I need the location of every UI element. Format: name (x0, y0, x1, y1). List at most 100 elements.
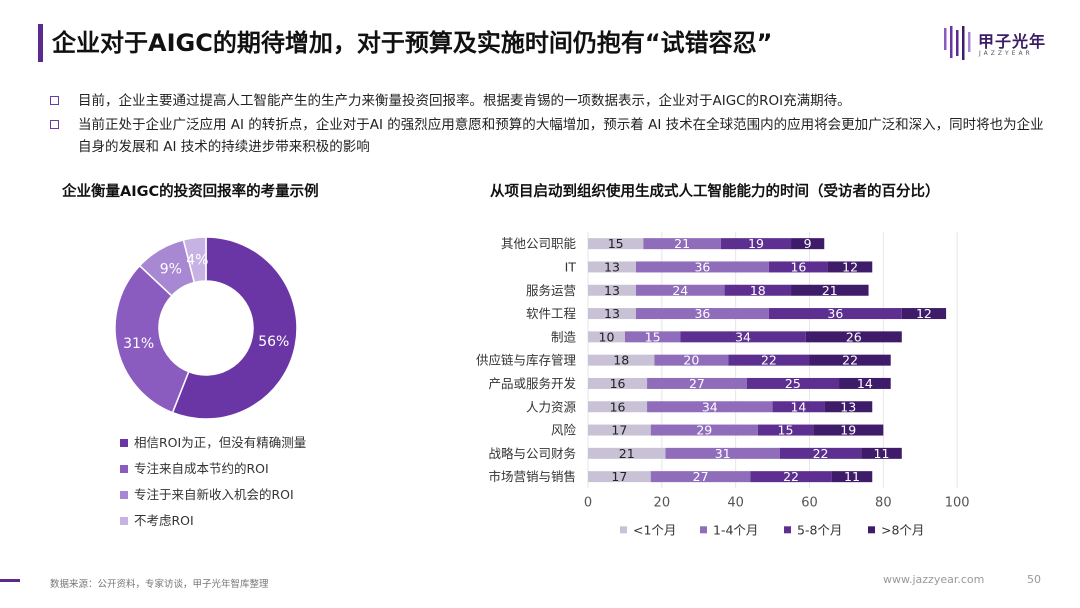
x-tick-label: 0 (584, 495, 592, 510)
bar-segment (647, 377, 747, 389)
legend-swatch (700, 526, 707, 534)
category-label: IT (565, 259, 577, 274)
bar-value-label: 29 (696, 423, 712, 438)
bar-segment (768, 261, 828, 273)
logo: 甲子光年 JAZZYEAR (942, 24, 1062, 68)
legend-label: <1个月 (633, 522, 676, 537)
bar-segment (588, 284, 636, 296)
donut-slice (171, 236, 298, 420)
bullet-square-icon (50, 96, 59, 105)
bar-segment (588, 424, 651, 436)
bar-segment (650, 424, 758, 436)
category-label: 风险 (551, 423, 577, 438)
x-tick-label: 100 (945, 495, 970, 510)
bar-segment (720, 238, 792, 250)
bar-segment (724, 284, 792, 296)
x-tick-label: 60 (801, 495, 818, 510)
bar-segment (588, 447, 666, 459)
bar-value-label: 12 (916, 306, 932, 321)
title-accent-bar (38, 24, 43, 62)
donut-slice (182, 236, 207, 284)
bar-value-label: 11 (874, 446, 890, 461)
donut-chart: 56% 31% 9%4% (114, 236, 298, 420)
bullet-text: 目前，企业主要通过提高人工智能产生的生产力来衡量投资回报率。根据麦肯锡的一项数据… (78, 93, 851, 109)
bar-value-label: 22 (783, 469, 799, 484)
bar-value-label: 14 (790, 399, 806, 414)
bar-value-label: 15 (608, 236, 624, 251)
bar-value-label: 19 (840, 423, 856, 438)
bar-segment (813, 424, 884, 436)
bar-value-label: 21 (619, 446, 635, 461)
bar-value-label: 18 (613, 353, 629, 368)
bar-segment (861, 447, 902, 459)
stacked-bar-chart: 020406080100120其他公司职能1521199IT13361612服务… (476, 232, 970, 537)
bar-value-label: 34 (735, 329, 751, 344)
bar-segment (635, 308, 769, 320)
bar-segment (831, 471, 873, 483)
bar-value-label: 14 (857, 376, 873, 391)
bar-segment (824, 401, 873, 413)
bar-segment (791, 284, 869, 296)
bar-segment (772, 401, 825, 413)
bar-segment (588, 401, 648, 413)
bar-value-label: 22 (842, 353, 858, 368)
donut-legend-item: 专注于来自新收入机会的ROI (120, 482, 306, 508)
bar-segment (650, 471, 751, 483)
bar-value-label: 21 (822, 283, 838, 298)
legend-label: 1-4个月 (713, 522, 758, 537)
bar-segment (757, 424, 814, 436)
bar-segment (665, 447, 780, 459)
logo-text-en: JAZZYEAR (979, 50, 1033, 57)
bar-segment (647, 401, 773, 413)
bar-segment (827, 261, 873, 273)
x-tick-label: 80 (875, 495, 892, 510)
bar-segment (654, 354, 729, 366)
bullet-list: 目前，企业主要通过提高人工智能产生的生产力来衡量投资回报率。根据麦肯锡的一项数据… (50, 90, 1050, 160)
bar-segment (805, 331, 902, 343)
bar-value-label: 31 (715, 446, 731, 461)
bar-value-label: 36 (827, 306, 843, 321)
logo-mark-icon (944, 26, 971, 60)
category-label: 供应链与库存管理 (476, 353, 577, 368)
legend-swatch (868, 526, 875, 534)
bar-value-label: 16 (790, 259, 806, 274)
bar-value-label: 9 (804, 236, 812, 251)
category-label: 市场营销与销售 (488, 469, 576, 484)
donut-slice-label: 9% (160, 262, 182, 278)
bar-value-label: 36 (694, 306, 710, 321)
donut-slice-label: 31% (123, 336, 154, 352)
bar-value-label: 26 (846, 329, 862, 344)
bar-value-label: 36 (694, 259, 710, 274)
legend-swatch (620, 526, 627, 534)
legend-swatch (120, 491, 128, 499)
category-label: 人力资源 (526, 399, 577, 414)
bar-value-label: 15 (645, 329, 661, 344)
bar-value-label: 27 (689, 376, 705, 391)
donut-slice-label: 56% (258, 334, 289, 350)
bar-segment (588, 471, 651, 483)
category-label: 制造 (551, 329, 577, 344)
bar-segment (588, 377, 648, 389)
bar-value-label: 11 (844, 469, 860, 484)
bar-value-label: 13 (840, 399, 856, 414)
donut-legend-item: 专注来自成本节约的ROI (120, 456, 306, 482)
bar-value-label: 10 (599, 329, 615, 344)
donut-legend: 相信ROI为正，但没有精确测量 专注来自成本节约的ROI 专注于来自新收入机会的RO… (120, 430, 306, 534)
donut-slice (114, 264, 190, 414)
legend-swatch (120, 439, 128, 447)
bar-value-label: 17 (611, 423, 627, 438)
bullet-square-icon (50, 120, 59, 129)
bar-value-label: 16 (610, 376, 626, 391)
legend-label: 相信ROI为正，但没有精确测量 (134, 435, 307, 450)
donut-chart-title: 企业衡量AIGC的投资回报率的考量示例 (62, 184, 319, 200)
bar-value-label: 20 (683, 353, 699, 368)
legend-label: 专注来自成本节约的ROI (134, 461, 269, 476)
bar-value-label: 21 (674, 236, 690, 251)
bar-value-label: 24 (672, 283, 688, 298)
bar-value-label: 18 (750, 283, 766, 298)
legend-label: 专注于来自新收入机会的ROI (134, 487, 294, 502)
bar-value-label: 13 (604, 259, 620, 274)
bullet-item: 目前，企业主要通过提高人工智能产生的生产力来衡量投资回报率。根据麦肯锡的一项数据… (50, 90, 1050, 112)
bar-segment (750, 471, 832, 483)
bar-value-label: 27 (693, 469, 709, 484)
